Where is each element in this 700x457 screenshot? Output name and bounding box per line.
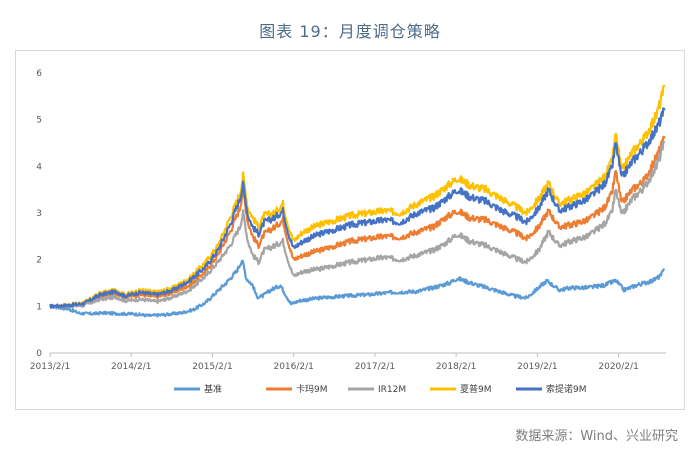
x-tick-label: 2016/2/1	[273, 362, 313, 372]
series-line	[49, 135, 666, 309]
legend-label: IR12M	[378, 385, 406, 395]
legend-label: 索提诺9M	[546, 383, 587, 395]
y-tick-label: 5	[36, 116, 42, 126]
x-tick-label: 2020/2/1	[598, 362, 638, 372]
legend-label: 夏普9M	[460, 383, 492, 395]
series-line	[49, 259, 666, 318]
y-tick-label: 0	[36, 349, 42, 359]
y-tick-label: 1	[36, 302, 42, 312]
y-tick-label: 4	[36, 162, 42, 172]
y-tick-label: 3	[36, 209, 42, 219]
x-tick-label: 2019/2/1	[517, 362, 557, 372]
y-tick-label: 2	[36, 256, 42, 266]
legend-label: 卡玛9M	[296, 383, 328, 395]
chart-title: 图表 19：月度调仓策略	[259, 22, 441, 41]
series-line	[49, 141, 666, 309]
x-tick-label: 2018/2/1	[436, 362, 476, 372]
x-tick-label: 2017/2/1	[355, 362, 395, 372]
chart-frame: 0 1 2 3 4 5 6 2013/2/1 2014/2/1 2015/2/1 2016/2/1 2…	[15, 50, 685, 410]
series-line	[49, 107, 666, 309]
legend-label: 基准	[204, 383, 222, 395]
source-note: 数据来源：Wind、兴业研究	[515, 429, 678, 444]
x-tick-label: 2013/2/1	[30, 362, 70, 372]
y-tick-label: 6	[36, 69, 42, 79]
line-chart: 0 1 2 3 4 5 6 2013/2/1 2014/2/1 2015/2/1 2016/2/1 2…	[30, 69, 666, 395]
x-tick-label: 2015/2/1	[192, 362, 232, 372]
x-tick-label: 2014/2/1	[111, 362, 151, 372]
series-line	[49, 84, 666, 309]
